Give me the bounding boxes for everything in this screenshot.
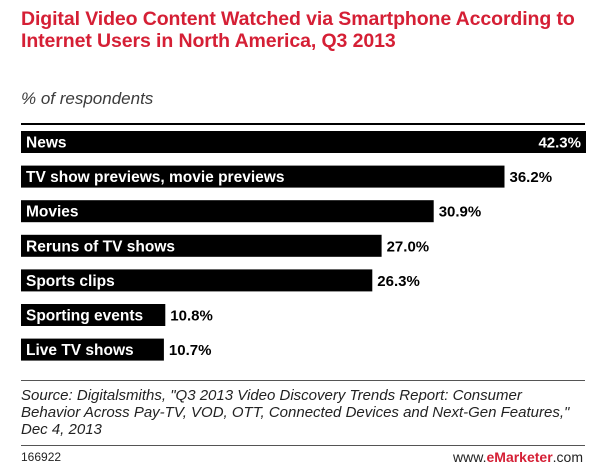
brand-accent: eMarketer <box>486 449 553 465</box>
category-label: News <box>26 135 67 152</box>
value-label: 26.3% <box>377 273 420 290</box>
bar <box>21 269 373 292</box>
brand-prefix: www. <box>453 449 487 465</box>
brand-suffix: .com <box>552 449 583 465</box>
value-label: 30.9% <box>439 204 482 221</box>
bar <box>21 200 434 223</box>
chart-subtitle: % of respondents <box>21 89 154 108</box>
category-label: Movies <box>26 204 79 221</box>
value-label: 10.7% <box>169 342 212 359</box>
chart-id: 166922 <box>21 450 62 464</box>
bar <box>21 338 164 361</box>
category-label: Sporting events <box>26 308 143 325</box>
bar <box>21 234 382 257</box>
value-label: 36.2% <box>510 169 553 186</box>
value-label: 42.3% <box>538 135 581 152</box>
footer-divider <box>21 445 585 446</box>
brand-logo: www.eMarketer.com <box>453 449 583 465</box>
source-divider <box>21 380 585 381</box>
source-note: Source: Digitalsmiths, "Q3 2013 Video Di… <box>21 387 570 438</box>
value-label: 27.0% <box>387 238 430 255</box>
value-label: 10.8% <box>170 308 213 325</box>
bar <box>21 165 505 188</box>
category-label: TV show previews, movie previews <box>26 169 284 186</box>
bar <box>21 131 586 153</box>
bar <box>21 304 166 326</box>
category-label: Reruns of TV shows <box>26 238 175 255</box>
chart-title: Digital Video Content Watched via Smartp… <box>21 8 575 52</box>
category-label: Sports clips <box>26 273 115 290</box>
top-rule <box>21 123 585 125</box>
category-label: Live TV shows <box>26 342 134 359</box>
